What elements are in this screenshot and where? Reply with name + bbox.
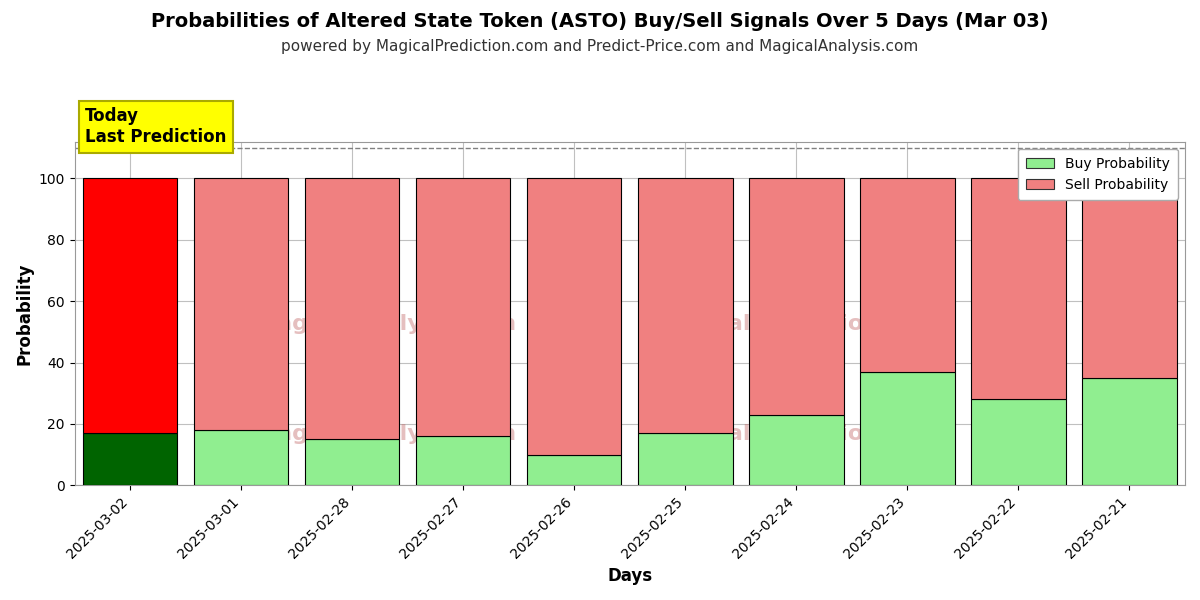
X-axis label: Days: Days [607, 567, 653, 585]
Text: Today
Last Prediction: Today Last Prediction [85, 107, 227, 146]
Text: MagicalPrediction.com: MagicalPrediction.com [654, 424, 940, 444]
Bar [971, 400, 1066, 485]
Bar [638, 433, 732, 485]
Y-axis label: Probability: Probability [16, 262, 34, 365]
Bar [416, 436, 510, 485]
Text: powered by MagicalPrediction.com and Predict-Price.com and MagicalAnalysis.com: powered by MagicalPrediction.com and Pre… [281, 39, 919, 54]
Bar [1082, 178, 1177, 378]
Bar [971, 178, 1066, 400]
Text: Probabilities of Altered State Token (ASTO) Buy/Sell Signals Over 5 Days (Mar 03: Probabilities of Altered State Token (AS… [151, 12, 1049, 31]
Bar [1082, 378, 1177, 485]
Text: MagicalPrediction.com: MagicalPrediction.com [654, 314, 940, 334]
Bar [305, 439, 400, 485]
Bar [749, 415, 844, 485]
Text: MagicalAnalysis.com: MagicalAnalysis.com [254, 314, 516, 334]
Bar [416, 178, 510, 436]
Bar [638, 178, 732, 433]
Bar [194, 178, 288, 430]
Bar [527, 178, 622, 455]
Text: MagicalAnalysis.com: MagicalAnalysis.com [254, 424, 516, 444]
Bar [749, 178, 844, 415]
Bar [83, 178, 178, 433]
Bar [305, 178, 400, 439]
Legend: Buy Probability, Sell Probability: Buy Probability, Sell Probability [1018, 149, 1178, 200]
Bar [860, 372, 955, 485]
Bar [860, 178, 955, 372]
Bar [83, 433, 178, 485]
Bar [194, 430, 288, 485]
Bar [527, 455, 622, 485]
